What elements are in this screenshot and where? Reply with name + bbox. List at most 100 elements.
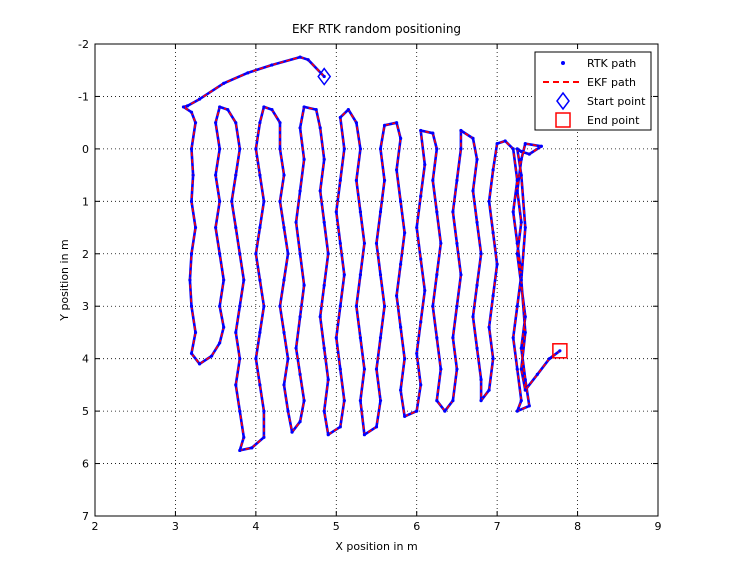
rtk-point	[487, 388, 491, 392]
rtk-point	[459, 147, 463, 151]
rtk-point	[218, 341, 222, 345]
rtk-point	[403, 357, 407, 361]
rtk-point	[238, 357, 242, 361]
rtk-point	[326, 433, 330, 437]
rtk-point	[399, 136, 403, 140]
rtk-point	[382, 304, 387, 308]
x-tick-label: 2	[92, 520, 99, 533]
rtk-point	[451, 336, 455, 340]
rtk-point	[455, 178, 459, 182]
y-axis-label: Y position in m	[58, 239, 71, 322]
rtk-point	[471, 189, 475, 193]
rtk-point	[334, 336, 338, 340]
rtk-point	[399, 199, 403, 203]
rtk-point	[218, 199, 222, 203]
rtk-point	[193, 225, 198, 230]
rtk-point	[193, 330, 198, 335]
rtk-point	[214, 173, 218, 177]
end-point-marker	[552, 343, 568, 359]
rtk-point	[322, 220, 326, 224]
x-tick-label: 6	[413, 520, 420, 533]
start-point-marker	[317, 67, 332, 86]
rtk-point	[362, 367, 367, 371]
rtk-point	[519, 346, 523, 350]
rtk-point	[262, 199, 266, 203]
rtk-point	[270, 63, 274, 67]
rtk-point	[191, 173, 195, 177]
legend-marker-end	[555, 112, 571, 128]
rtk-point	[395, 294, 399, 298]
rtk-point	[188, 278, 192, 282]
y-tick-label: 0	[82, 143, 89, 156]
rtk-point	[262, 105, 266, 109]
y-tick-label: 4	[82, 353, 89, 366]
rtk-point	[262, 409, 266, 413]
rtk-point	[491, 294, 495, 298]
rtk-point	[294, 346, 298, 350]
rtk-point	[218, 304, 222, 308]
rtk-point	[298, 420, 302, 424]
rtk-point	[358, 273, 363, 277]
rtk-point	[210, 354, 214, 358]
rtk-point	[511, 210, 515, 214]
rtk-point	[558, 349, 562, 353]
rtk-point	[539, 144, 543, 148]
x-axis-label: X position in m	[335, 540, 417, 553]
rtk-point	[519, 367, 523, 371]
rtk-point	[234, 383, 238, 387]
rtk-point	[523, 388, 527, 392]
rtk-point	[455, 304, 459, 308]
rtk-point	[314, 107, 318, 112]
rtk-point	[189, 351, 194, 356]
rtk-point	[523, 378, 527, 382]
rtk-point	[181, 105, 186, 109]
rtk-point	[322, 157, 326, 161]
legend-label: RTK path	[587, 57, 636, 70]
rtk-point	[286, 357, 290, 361]
rtk-point	[197, 97, 202, 101]
rtk-point	[459, 128, 463, 133]
rtk-point	[354, 304, 358, 308]
y-tick-label: -2	[78, 38, 89, 51]
rtk-point	[322, 346, 326, 350]
rtk-point	[475, 283, 479, 287]
y-tick-label: 3	[82, 300, 89, 313]
rtk-point	[435, 147, 439, 151]
rtk-point	[431, 131, 435, 135]
rtk-point	[189, 147, 194, 151]
rtk-point	[258, 121, 262, 125]
rtk-point	[334, 210, 338, 214]
rtk-point	[362, 433, 367, 437]
y-tick-label: -1	[78, 90, 89, 103]
rtk-point	[302, 283, 306, 287]
rtk-point	[378, 399, 383, 403]
rtk-point	[511, 147, 515, 151]
rtk-point	[286, 252, 290, 256]
rtk-point	[491, 168, 495, 172]
x-tick-label: 7	[494, 520, 501, 533]
rtk-point	[439, 367, 443, 371]
y-tick-label: 2	[82, 248, 89, 261]
rtk-point	[282, 278, 286, 282]
rtk-point	[338, 425, 342, 429]
rtk-point	[523, 330, 527, 335]
rtk-point	[326, 252, 330, 256]
legend-label: End point	[587, 114, 640, 127]
y-tick-label: 7	[82, 510, 89, 523]
rtk-point	[527, 404, 531, 408]
rtk-point	[286, 409, 290, 413]
rtk-point	[378, 336, 383, 340]
rtk-point	[523, 315, 527, 319]
rtk-point	[322, 409, 326, 413]
rtk-point	[254, 252, 258, 256]
rtk-point	[278, 304, 282, 308]
rtk-point	[189, 252, 194, 256]
rtk-point	[298, 126, 302, 130]
rtk-point	[222, 81, 226, 85]
rtk-point	[515, 178, 519, 182]
rtk-point	[346, 107, 350, 112]
rtk-point	[262, 304, 266, 308]
rtk-point	[358, 147, 363, 151]
rtk-point	[338, 178, 342, 182]
rtk-point	[519, 149, 523, 154]
